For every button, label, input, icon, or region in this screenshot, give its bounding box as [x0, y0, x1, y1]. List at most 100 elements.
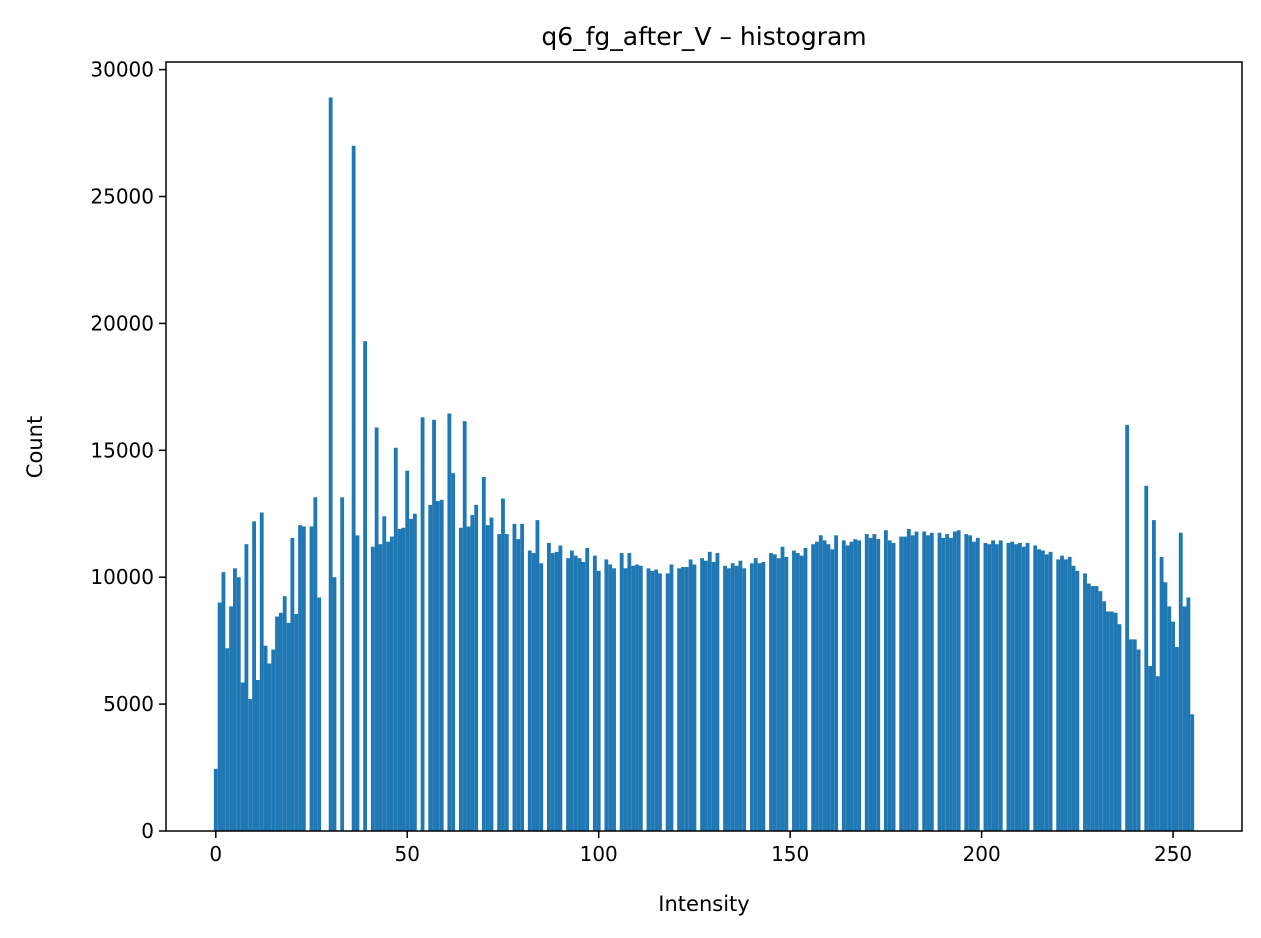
- histogram-bar: [370, 546, 375, 831]
- histogram-bar: [1056, 559, 1061, 831]
- histogram-bar: [229, 606, 234, 831]
- histogram-bar: [987, 544, 992, 831]
- histogram-bar: [983, 542, 988, 831]
- histogram-bar: [1094, 586, 1099, 831]
- histogram-bar: [688, 559, 693, 831]
- histogram-bar: [1174, 647, 1179, 831]
- histogram-bar: [608, 564, 613, 831]
- histogram-bar: [539, 563, 544, 831]
- histogram-bar: [550, 553, 555, 831]
- histogram-bar: [558, 545, 563, 831]
- histogram-bar: [853, 539, 858, 831]
- histogram-bar: [581, 561, 586, 831]
- histogram-bar: [233, 568, 237, 831]
- histogram-bar: [604, 559, 609, 831]
- histogram-bar: [236, 577, 241, 831]
- histogram-bar: [845, 545, 850, 831]
- histogram-bar: [910, 535, 915, 831]
- histogram-bar: [504, 534, 509, 831]
- histogram-bar: [432, 419, 436, 831]
- histogram-bar: [470, 515, 475, 831]
- histogram-bar: [723, 565, 727, 831]
- histogram-bar: [1090, 586, 1095, 831]
- histogram-bar: [715, 553, 720, 831]
- histogram-bar: [1037, 549, 1041, 831]
- histogram-bar: [929, 532, 934, 831]
- x-tick-label: 150: [771, 842, 809, 866]
- histogram-bar: [435, 501, 440, 831]
- histogram-bar: [738, 560, 743, 831]
- histogram-bar: [757, 563, 762, 831]
- histogram-bar: [707, 551, 712, 831]
- histogram-bar: [631, 565, 636, 831]
- histogram-bar: [830, 549, 835, 831]
- histogram-bar: [1171, 621, 1175, 831]
- histogram-bar: [248, 699, 253, 831]
- y-tick-label: 25000: [90, 185, 154, 209]
- histogram-bar: [1148, 666, 1153, 831]
- histogram-bar: [1136, 649, 1141, 831]
- histogram-bar: [876, 539, 881, 831]
- histogram-bar: [941, 537, 946, 831]
- histogram-bar: [937, 532, 942, 831]
- histogram-bar: [382, 516, 387, 831]
- histogram-bar: [1167, 606, 1172, 831]
- histogram-bar: [658, 573, 662, 831]
- histogram-bar: [761, 561, 766, 831]
- histogram-bar: [516, 539, 521, 831]
- y-axis-label: Count: [23, 416, 47, 478]
- histogram-bar: [596, 570, 601, 831]
- histogram-bar: [991, 540, 996, 831]
- histogram-bar: [612, 568, 616, 831]
- plot-frame: [165, 61, 1243, 832]
- histogram-bar: [520, 523, 525, 831]
- histogram-bar: [313, 497, 318, 831]
- histogram-bar: [998, 540, 1003, 831]
- histogram-bar: [278, 612, 283, 831]
- y-tick-label: 5000: [103, 692, 154, 716]
- histogram-bar: [638, 565, 643, 831]
- histogram-bar: [317, 597, 322, 831]
- y-axis: 0 5000 10000 15000 20000 25000 30000: [90, 58, 166, 843]
- histogram-bar: [1021, 546, 1026, 831]
- histogram-bar: [527, 550, 532, 831]
- histogram-bar: [1106, 611, 1110, 831]
- histogram-bar: [849, 541, 854, 831]
- histogram-bar: [772, 554, 777, 831]
- y-tick-label: 30000: [90, 58, 154, 82]
- histogram-bar: [1113, 612, 1118, 831]
- histogram-bar: [776, 558, 781, 831]
- x-axis-label: Intensity: [658, 892, 749, 916]
- histogram-bar: [964, 534, 969, 831]
- x-tick-label: 0: [209, 842, 222, 866]
- histogram-bar: [512, 523, 517, 831]
- histogram-bar: [221, 572, 226, 831]
- histogram-bar: [363, 341, 368, 831]
- histogram-bar: [217, 602, 222, 831]
- histogram-bar: [1083, 573, 1087, 831]
- histogram-bar: [742, 568, 747, 831]
- histogram-bar: [1129, 639, 1133, 831]
- histogram-bar: [1144, 485, 1149, 831]
- histogram-bar: [650, 570, 655, 831]
- histogram-bar: [309, 526, 314, 831]
- y-tick-label: 10000: [90, 565, 154, 589]
- histogram-bar: [1067, 556, 1072, 831]
- histogram-bar: [1010, 541, 1015, 831]
- histogram-bar: [286, 622, 291, 831]
- histogram-bar: [887, 540, 892, 831]
- histogram-bar: [749, 563, 754, 831]
- histogram-bar: [872, 534, 877, 831]
- histogram-bar: [952, 531, 957, 831]
- histogram-bar: [501, 498, 505, 831]
- histogram-bar: [1063, 559, 1068, 831]
- histogram-bar: [332, 577, 337, 831]
- histogram-bar: [914, 531, 919, 831]
- histogram-bar: [1060, 555, 1064, 831]
- histogram-bar: [619, 553, 624, 831]
- histogram-bar: [646, 568, 651, 831]
- x-tick-label: 50: [395, 842, 420, 866]
- histogram-bar: [466, 526, 471, 831]
- histogram-bar: [784, 556, 789, 831]
